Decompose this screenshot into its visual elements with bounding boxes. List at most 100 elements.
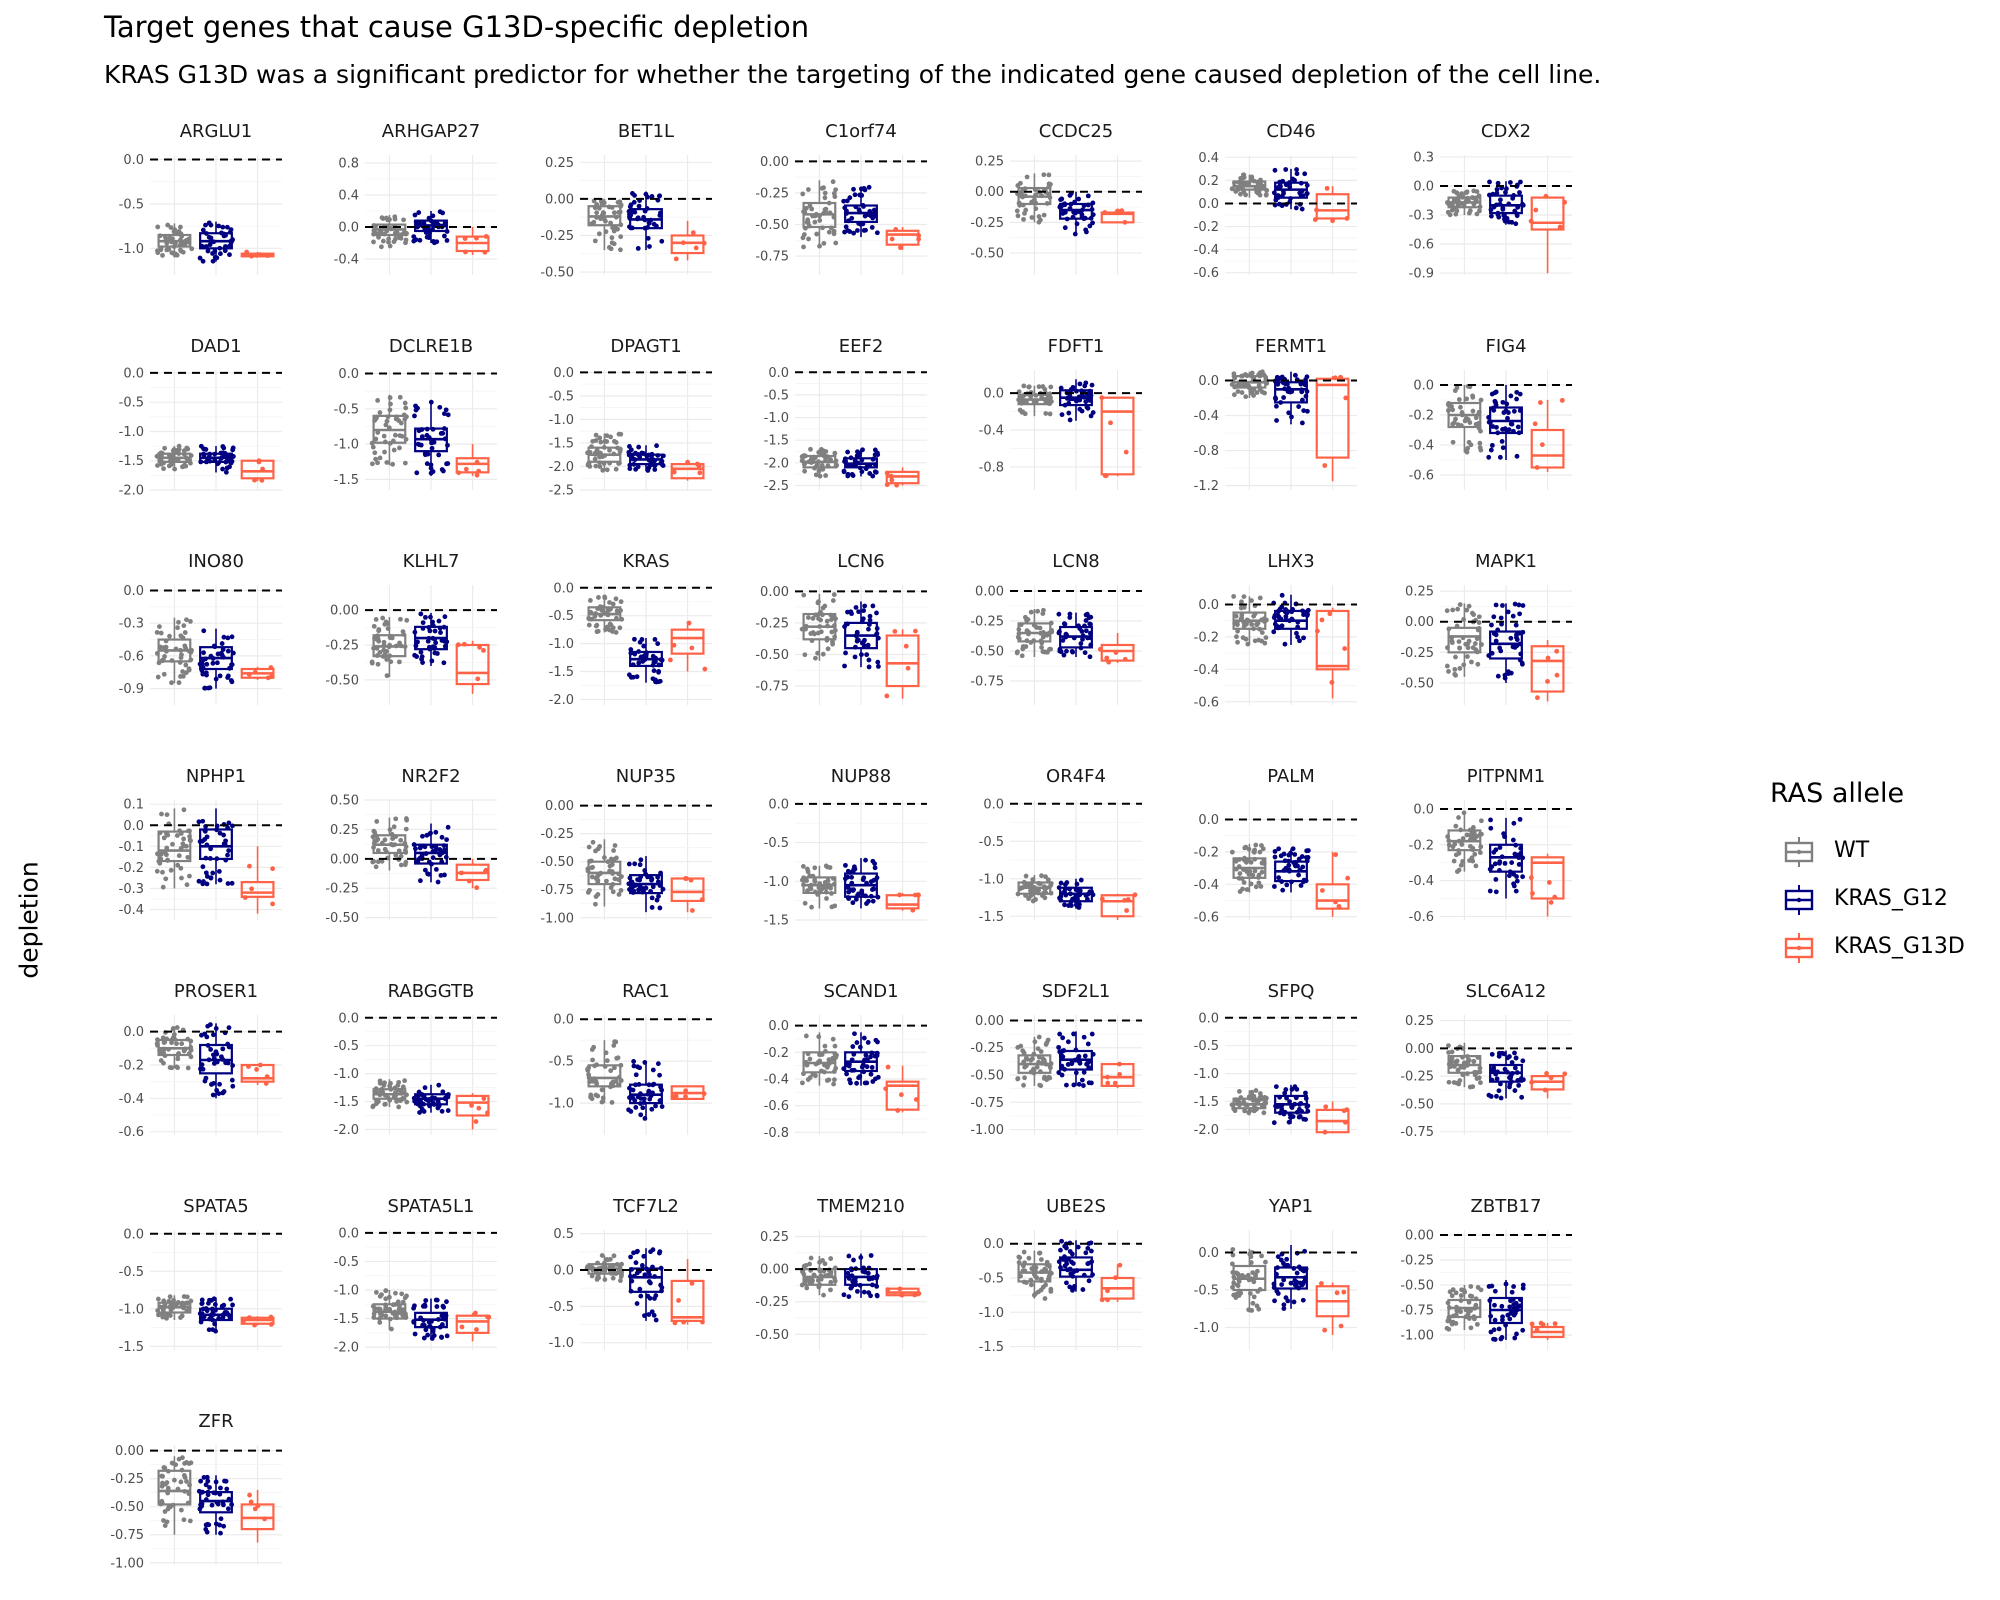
box-kras-g12 [196,808,235,887]
data-point [1035,608,1041,614]
data-point [874,626,880,631]
data-point [1286,852,1292,858]
data-point [1500,399,1506,405]
data-point [606,204,612,210]
data-point [413,846,418,852]
data-point [653,1103,658,1109]
panel-title: SPATA5L1 [388,1196,475,1217]
data-point [1039,640,1045,646]
data-point [1083,380,1089,386]
data-point [1510,613,1516,619]
data-point [1273,1084,1279,1090]
y-tick-label: 0.0 [768,797,789,812]
data-point [227,1315,233,1320]
data-point [256,459,262,465]
data-point [1249,1093,1255,1099]
data-point [1037,1250,1042,1256]
panel-title: TCF7L2 [612,1196,679,1217]
data-point [660,886,666,892]
data-point [1489,391,1495,397]
data-point [1071,1031,1076,1037]
data-point [1319,617,1325,623]
data-point [613,466,619,472]
data-point [371,231,376,237]
y-tick-label: 0.4 [338,189,359,204]
y-tick-label: 0.0 [553,1264,574,1279]
data-point [869,1065,875,1070]
data-point [387,243,393,249]
box-kras-g12 [626,856,666,913]
box-wt [585,1039,624,1105]
data-point [231,454,236,459]
y-tick-label: 0.00 [975,185,1004,200]
data-point [425,638,431,644]
data-point [402,1078,408,1084]
data-point [394,1099,400,1104]
data-point [1059,1072,1065,1078]
data-point [861,1035,867,1041]
data-point [1303,1096,1309,1101]
data-point [814,231,820,237]
data-point [1296,1114,1302,1120]
data-point [393,1092,399,1098]
box-kras-g13d [667,620,708,672]
data-point [800,863,806,869]
data-point [815,1060,821,1066]
data-point [652,462,658,468]
data-point [1454,199,1460,205]
data-point [167,633,172,639]
y-tick-label: -0.4 [764,1073,789,1088]
data-point [638,1101,643,1106]
data-point [614,1055,620,1061]
data-point [387,1316,393,1322]
data-point [1301,877,1307,883]
data-point [374,653,380,658]
data-point [395,1082,401,1088]
data-point [1251,613,1257,619]
data-point [872,447,878,453]
data-point [173,241,178,247]
data-point [848,1080,853,1086]
data-point [178,865,184,871]
data-point [627,1095,632,1100]
data-point [1304,408,1310,414]
data-point [197,1311,203,1316]
data-point [1465,195,1470,201]
data-point [846,1253,852,1259]
data-point [831,592,837,597]
data-point [1294,167,1299,172]
box-kras-g13d [884,628,920,699]
data-point [597,460,603,466]
panel-title: NUP35 [616,766,676,787]
data-point [609,1099,615,1105]
data-point [1232,180,1237,186]
data-point [832,627,838,633]
data-point [1018,1273,1023,1279]
data-point [401,631,407,637]
data-point [184,843,189,849]
data-point [1486,415,1492,420]
data-point [388,841,394,847]
data-point [1043,649,1049,655]
data-point [1076,394,1082,400]
y-tick-label: 0.00 [975,1014,1004,1029]
data-point [616,431,622,437]
data-point [229,634,235,640]
data-point [181,1048,187,1054]
data-point [828,1279,834,1285]
y-tick-label: -0.75 [1400,1125,1434,1140]
data-point [1090,212,1096,218]
y-tick-label: -0.25 [970,216,1004,231]
data-point [203,222,208,228]
data-point [1488,420,1493,425]
data-point [161,1060,166,1066]
data-point [1048,1286,1054,1292]
data-point [154,868,160,874]
data-point [815,600,821,606]
data-point [609,628,615,634]
data-point [1519,660,1525,666]
data-point [589,865,595,871]
data-point [1017,886,1023,892]
